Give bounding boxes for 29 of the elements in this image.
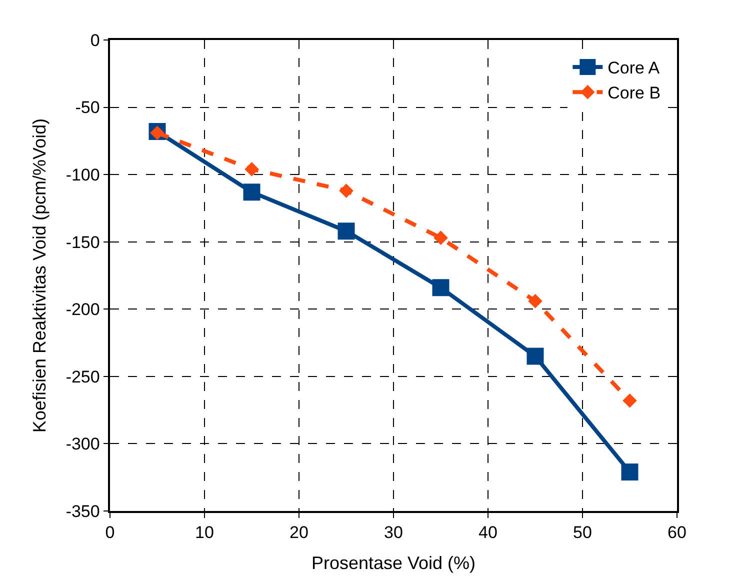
y-tick-label: -50: [75, 98, 100, 118]
point: [338, 222, 355, 240]
point: [244, 162, 259, 176]
point: [526, 348, 544, 365]
point: [434, 230, 448, 245]
y-tick-label: 0: [90, 30, 100, 50]
x-axis-title: Prosentase Void (%): [311, 552, 476, 573]
y-axis-title: Koefisien Reaktivitas Void (pcm/%Void): [30, 118, 50, 433]
point: [622, 394, 637, 408]
x-tick-label: 20: [290, 523, 308, 542]
y-tick-label: -300: [66, 434, 100, 454]
y-tick-label: -100: [66, 166, 100, 185]
x-tick-label: 10: [195, 523, 214, 542]
point: [528, 294, 542, 308]
x-tick-label: 40: [478, 523, 498, 542]
point: [243, 184, 260, 201]
x-tick-label: 50: [573, 523, 592, 542]
x-tick-label: 60: [668, 523, 686, 542]
point: [339, 184, 354, 198]
y-tick-label: -200: [66, 300, 100, 320]
x-tick-label: 0: [105, 523, 115, 542]
x-tick-label: 30: [384, 523, 403, 542]
point: [621, 463, 638, 480]
y-tick-label: -250: [66, 367, 100, 386]
legend-label: Core A: [608, 58, 660, 78]
point: [432, 279, 450, 296]
y-tick-label: -150: [66, 232, 100, 252]
legend-label: Core B: [608, 84, 661, 103]
y-tick-label: -350: [66, 502, 100, 521]
